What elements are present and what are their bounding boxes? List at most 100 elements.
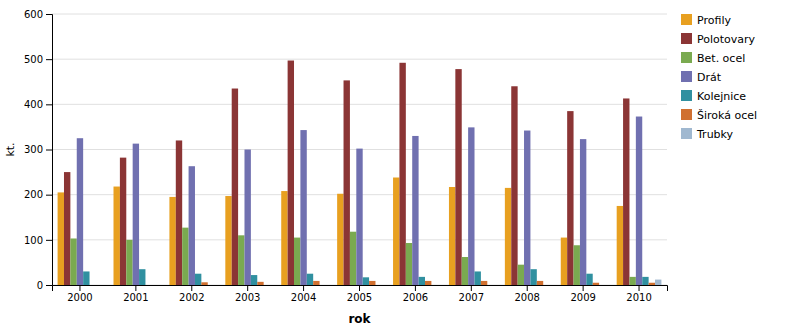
tick: 2010 xyxy=(626,285,651,303)
tick: 2007 xyxy=(459,285,484,303)
bar xyxy=(288,61,294,285)
bar xyxy=(120,158,126,285)
bar xyxy=(375,285,381,286)
bar xyxy=(350,232,356,285)
tick-mark xyxy=(46,195,52,196)
bar xyxy=(300,130,306,285)
bar xyxy=(518,265,524,285)
grid-line xyxy=(52,14,667,15)
bar xyxy=(431,285,437,286)
legend-label: Trubky xyxy=(696,128,734,141)
bar xyxy=(393,178,399,285)
tick-mark xyxy=(135,285,136,291)
legend: Profily Polotovary Bet. ocel Drát Kolejnice Š… xyxy=(681,14,757,141)
bar xyxy=(649,283,655,285)
tick-mark xyxy=(191,285,192,291)
x-axis-title: rok xyxy=(348,312,371,326)
tick: 600 xyxy=(24,9,52,20)
bar xyxy=(642,277,648,285)
bar xyxy=(369,281,375,285)
legend-label: Kolejnice xyxy=(697,90,746,103)
bar xyxy=(64,172,70,285)
bar-series xyxy=(58,178,623,285)
bar xyxy=(307,274,313,285)
tick-label: 2005 xyxy=(347,292,372,303)
bar xyxy=(176,140,182,285)
tick: 2004 xyxy=(291,285,316,303)
x-axis: 2000200120022003200420052006200720082009… xyxy=(53,285,668,303)
legend-item: Bet. ocel xyxy=(681,52,745,65)
bar xyxy=(344,80,350,285)
bar xyxy=(83,271,89,285)
tick-mark xyxy=(46,240,52,241)
tick-label: 2000 xyxy=(67,292,92,303)
tick-mark xyxy=(46,59,52,60)
tick: 2002 xyxy=(179,285,204,303)
tick-label: 2006 xyxy=(403,292,428,303)
bar-series xyxy=(64,61,629,285)
tick: 300 xyxy=(24,144,52,155)
bar xyxy=(139,269,145,285)
legend-item: Polotovary xyxy=(681,33,756,46)
bar xyxy=(468,127,474,285)
legend-swatch xyxy=(681,128,692,139)
tick-label: 2008 xyxy=(515,292,540,303)
bar-series xyxy=(70,228,635,285)
tick: 100 xyxy=(24,235,52,246)
bar xyxy=(505,188,511,285)
grid-line xyxy=(52,59,667,60)
tick-label: 0 xyxy=(37,280,43,291)
bar xyxy=(90,285,96,286)
bar xyxy=(126,240,132,285)
bar xyxy=(574,245,580,285)
chart: 0100200300400500600200020012002200320042… xyxy=(0,0,797,333)
bar xyxy=(281,191,287,285)
bar-series xyxy=(201,281,655,285)
legend-item: Široká ocel xyxy=(681,109,757,122)
legend-swatch xyxy=(681,52,692,63)
bar xyxy=(182,228,188,285)
bar xyxy=(169,197,175,285)
bar xyxy=(152,285,158,286)
bar-series xyxy=(83,269,648,285)
bar xyxy=(530,269,536,285)
tick-mark xyxy=(359,285,360,291)
tick-label: 500 xyxy=(24,54,43,65)
tick-mark xyxy=(527,285,528,291)
tick-label: 2003 xyxy=(235,292,260,303)
legend-swatch xyxy=(681,71,692,82)
bar xyxy=(567,111,573,285)
tick: 2000 xyxy=(67,285,92,303)
bar xyxy=(337,194,343,285)
legend-item: Kolejnice xyxy=(681,90,746,103)
bar xyxy=(511,86,517,285)
legend-label: Profily xyxy=(697,14,731,27)
tick-label: 400 xyxy=(24,99,43,110)
bar xyxy=(412,136,418,285)
tick-label: 2010 xyxy=(626,292,651,303)
bar xyxy=(425,281,431,285)
bar xyxy=(481,281,487,285)
bar xyxy=(320,285,326,286)
bar xyxy=(201,282,207,285)
legend-item: Trubky xyxy=(681,128,734,141)
bar xyxy=(636,117,642,285)
bar xyxy=(251,275,257,285)
bar xyxy=(449,187,455,285)
tick: 2009 xyxy=(570,285,595,303)
bar xyxy=(70,238,76,285)
bar-series xyxy=(655,280,661,285)
legend-item: Drát xyxy=(681,71,722,84)
bar xyxy=(232,89,238,285)
bar xyxy=(264,285,270,286)
legend-label: Polotovary xyxy=(697,33,756,46)
legend-label: Drát xyxy=(697,71,722,84)
bar xyxy=(623,98,629,285)
bar xyxy=(580,139,586,285)
tick-label: 2007 xyxy=(459,292,484,303)
legend-item: Profily xyxy=(681,14,731,27)
tick-label: 200 xyxy=(24,189,43,200)
axis-line xyxy=(46,15,53,286)
tick: 500 xyxy=(24,54,52,65)
bar-series xyxy=(77,117,642,285)
